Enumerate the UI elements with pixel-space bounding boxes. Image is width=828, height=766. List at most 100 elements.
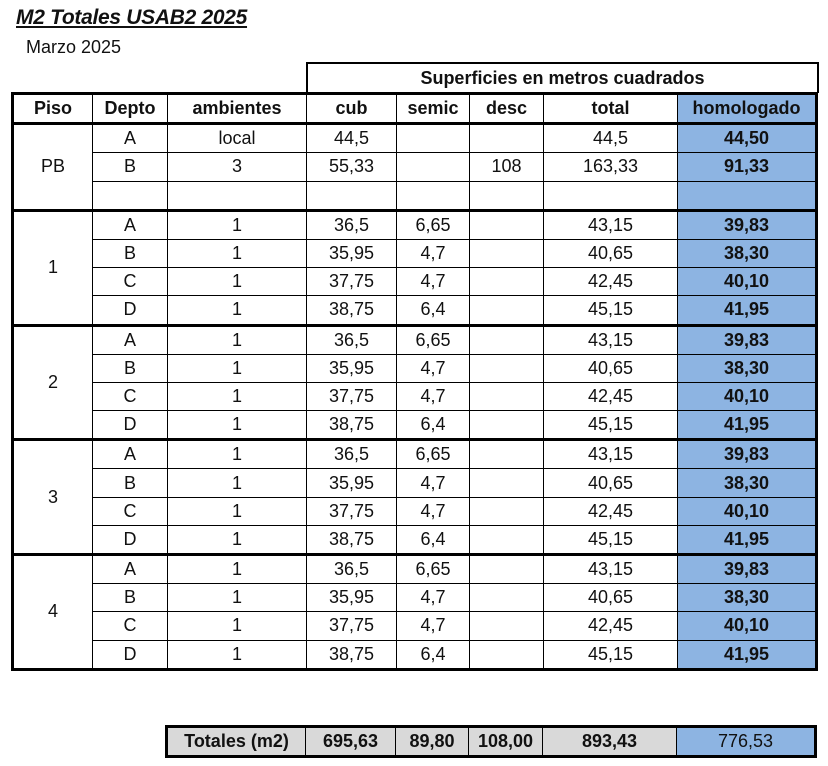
cell-semic: 4,7 bbox=[396, 381, 470, 412]
cell-total: 43,15 bbox=[543, 553, 678, 585]
cell-depto: C bbox=[92, 267, 168, 297]
cell-ambientes: 1 bbox=[167, 639, 307, 671]
cell-homologado: 91,33 bbox=[677, 152, 817, 182]
header-cub: cub bbox=[306, 92, 397, 126]
cell-homologado: 38,30 bbox=[677, 353, 817, 383]
cell-semic: 6,65 bbox=[396, 439, 470, 470]
cell-depto: B bbox=[92, 238, 168, 269]
cell-piso: 3 bbox=[12, 439, 93, 556]
cell-semic: 4,7 bbox=[396, 468, 470, 498]
cell-cub: 37,75 bbox=[306, 611, 397, 641]
header-ambientes: ambientes bbox=[167, 92, 307, 126]
cell-total: 42,45 bbox=[543, 611, 678, 641]
table-row: 1 A 1 36,5 6,65 43,15 39,83 bbox=[12, 209, 817, 327]
cell-desc bbox=[469, 496, 544, 526]
cell-desc bbox=[469, 468, 544, 498]
cell-ambientes: 1 bbox=[167, 468, 307, 498]
cell-desc bbox=[469, 180, 544, 212]
cell-desc bbox=[469, 238, 544, 269]
cell-total: 42,45 bbox=[543, 267, 678, 297]
cell-depto: A bbox=[92, 439, 168, 470]
table-row: D 1 38,75 6,4 45,15 41,95 bbox=[13, 295, 817, 327]
cell-cub: 36,5 bbox=[306, 324, 397, 355]
cell-homologado: 39,83 bbox=[677, 324, 817, 355]
cell-depto: D bbox=[92, 639, 168, 671]
table-row bbox=[13, 180, 817, 212]
cell-homologado: 41,95 bbox=[677, 295, 817, 327]
cell-ambientes: 1 bbox=[167, 439, 307, 470]
cell-homologado: 40,10 bbox=[677, 267, 817, 297]
table-row: B 3 55,33 108 163,33 91,33 bbox=[13, 152, 817, 182]
cell-ambientes: 1 bbox=[167, 496, 307, 526]
cell-cub: 35,95 bbox=[306, 238, 397, 269]
cell-depto: D bbox=[92, 524, 168, 557]
cell-piso: PB bbox=[12, 123, 93, 212]
table-row: 3 A 1 36,5 6,65 43,15 39,83 bbox=[12, 439, 817, 556]
cell-depto: C bbox=[92, 496, 168, 526]
cell-desc bbox=[469, 381, 544, 412]
table-row: C 1 37,75 4,7 42,45 40,10 bbox=[13, 267, 817, 297]
cell-depto: D bbox=[92, 410, 168, 442]
cell-depto: B bbox=[92, 468, 168, 498]
cell-desc bbox=[469, 410, 544, 442]
cell-ambientes: 1 bbox=[167, 381, 307, 412]
header-total: total bbox=[543, 92, 678, 126]
cell-piso: 1 bbox=[12, 209, 93, 327]
cell-semic: 6,65 bbox=[396, 209, 470, 240]
cell-depto bbox=[92, 180, 168, 212]
cell-depto: B bbox=[92, 353, 168, 383]
header-Piso: Piso bbox=[12, 92, 93, 126]
cell-cub: 36,5 bbox=[306, 439, 397, 470]
cell-desc bbox=[469, 583, 544, 613]
cell-total: 45,15 bbox=[543, 524, 678, 557]
cell-desc bbox=[469, 353, 544, 383]
cell-cub: 38,75 bbox=[306, 410, 397, 442]
cell-ambientes: 1 bbox=[167, 324, 307, 355]
cell-homologado bbox=[677, 180, 817, 212]
cell-semic bbox=[396, 123, 470, 154]
table-row: B 1 35,95 4,7 40,65 38,30 bbox=[13, 583, 817, 613]
cell-ambientes: 1 bbox=[167, 524, 307, 557]
cell-semic: 4,7 bbox=[396, 238, 470, 269]
cell-cub: 35,95 bbox=[306, 583, 397, 613]
table-row: D 1 38,75 6,4 45,15 41,95 bbox=[13, 639, 817, 671]
cell-total: 45,15 bbox=[543, 639, 678, 671]
cell-cub: 35,95 bbox=[306, 353, 397, 383]
cell-homologado: 39,83 bbox=[677, 439, 817, 470]
cell-semic: 6,4 bbox=[396, 295, 470, 327]
cell-homologado: 38,30 bbox=[677, 238, 817, 269]
super-header: Superficies en metros cuadrados bbox=[306, 62, 819, 93]
header-homologado: homologado bbox=[677, 92, 817, 126]
cell-ambientes: 1 bbox=[167, 209, 307, 240]
cell-cub: 35,95 bbox=[306, 468, 397, 498]
cell-desc bbox=[469, 639, 544, 671]
cell-semic: 4,7 bbox=[396, 611, 470, 641]
totals-desc: 108,00 bbox=[468, 726, 543, 757]
cell-ambientes: 3 bbox=[167, 152, 307, 182]
cell-cub: 36,5 bbox=[306, 209, 397, 240]
cell-total: 44,5 bbox=[543, 123, 678, 154]
table-row: 2 A 1 36,5 6,65 43,15 39,83 bbox=[12, 324, 817, 442]
cell-ambientes bbox=[167, 180, 307, 212]
table-row: B 1 35,95 4,7 40,65 38,30 bbox=[13, 238, 817, 269]
cell-total: 42,45 bbox=[543, 381, 678, 412]
cell-homologado: 39,83 bbox=[677, 553, 817, 585]
totals-total: 893,43 bbox=[542, 726, 677, 757]
cell-homologado: 40,10 bbox=[677, 381, 817, 412]
cell-cub bbox=[306, 180, 397, 212]
cell-cub: 37,75 bbox=[306, 496, 397, 526]
cell-desc bbox=[469, 123, 544, 154]
table-row: B 1 35,95 4,7 40,65 38,30 bbox=[13, 353, 817, 383]
table-row: D 1 38,75 6,4 45,15 41,95 bbox=[13, 410, 817, 442]
totals-homologado: 776,53 bbox=[676, 726, 816, 757]
cell-total: 43,15 bbox=[543, 209, 678, 240]
cell-piso: 2 bbox=[12, 324, 93, 442]
totals-row: Totales (m2) 695,63 89,80 108,00 893,43 … bbox=[165, 725, 817, 758]
table-row: C 1 37,75 4,7 42,45 40,10 bbox=[13, 381, 817, 412]
cell-ambientes: 1 bbox=[167, 611, 307, 641]
cell-homologado: 38,30 bbox=[677, 468, 817, 498]
totals-label: Totales (m2) bbox=[166, 726, 306, 757]
cell-semic: 4,7 bbox=[396, 267, 470, 297]
cell-homologado: 40,10 bbox=[677, 496, 817, 526]
totals-cub: 695,63 bbox=[305, 726, 396, 757]
